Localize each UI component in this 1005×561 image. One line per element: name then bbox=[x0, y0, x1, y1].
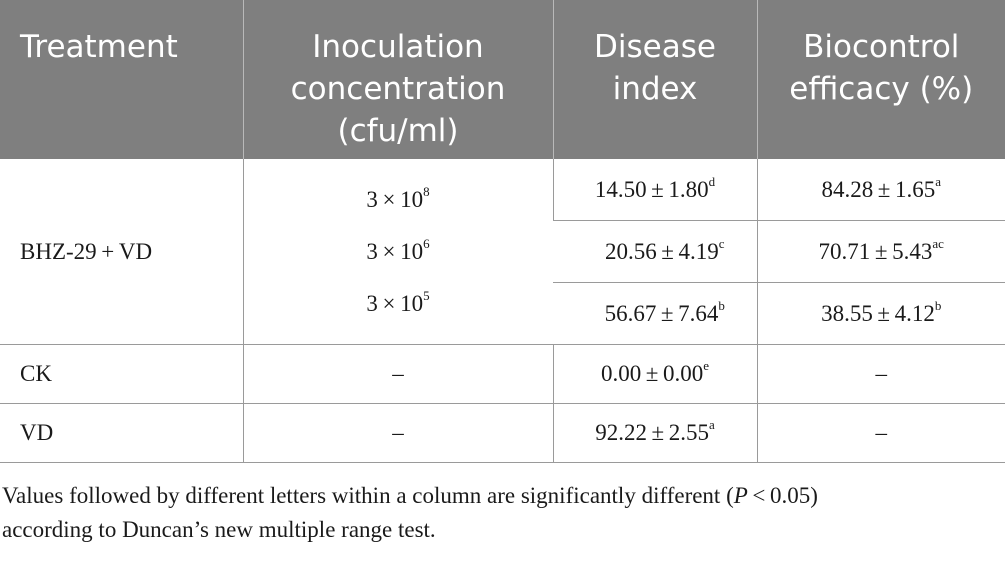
concentration-cell: – bbox=[242, 403, 553, 463]
table-row: 56.67 ± 7.64b 38.55 ± 4.12b bbox=[0, 282, 1005, 345]
efficacy-cell: 70.71 ± 5.43ac bbox=[756, 220, 1005, 283]
concentration-cell: – bbox=[242, 344, 553, 404]
table-row: VD – 92.22 ± 2.55a – bbox=[0, 403, 1005, 463]
results-table: Treatment Inoculation concentration (cfu… bbox=[0, 0, 1005, 463]
table-row: 20.56 ± 4.19c 70.71 ± 5.43ac bbox=[0, 220, 1005, 283]
efficacy-cell: – bbox=[756, 344, 1005, 404]
concentration-value: 3 × 106 bbox=[366, 235, 430, 264]
disease-index-cell: 56.67 ± 7.64b bbox=[553, 282, 757, 345]
concentration-cell: 3 × 108 3 × 106 3 × 105 bbox=[242, 159, 553, 345]
efficacy-cell: 38.55 ± 4.12b bbox=[756, 282, 1005, 345]
treatment-cell: VD bbox=[0, 403, 243, 463]
disease-index-cell: 92.22 ± 2.55a bbox=[552, 403, 757, 463]
table-row: CK – 0.00 ± 0.00e – bbox=[0, 344, 1005, 404]
concentration-value: 3 × 108 bbox=[366, 183, 430, 212]
header-disease-index: Disease index bbox=[552, 0, 757, 159]
concentration-value: 3 × 105 bbox=[366, 287, 430, 316]
disease-index-cell: 14.50 ± 1.80d bbox=[552, 159, 757, 221]
table-footnote: Values followed by different letters wit… bbox=[2, 483, 818, 542]
treatment-cell: CK bbox=[0, 344, 243, 404]
efficacy-cell: – bbox=[756, 403, 1005, 463]
header-row: Treatment Inoculation concentration (cfu… bbox=[0, 0, 1005, 159]
disease-index-cell: 20.56 ± 4.19c bbox=[553, 220, 757, 283]
header-inoculation-concentration: Inoculation concentration (cfu/ml) bbox=[242, 0, 553, 159]
efficacy-cell: 84.28 ± 1.65a bbox=[756, 159, 1005, 221]
disease-index-cell: 0.00 ± 0.00e bbox=[552, 344, 757, 404]
header-treatment: Treatment bbox=[0, 0, 243, 159]
table-row: BHZ-29 + VD 3 × 108 3 × 106 3 × 105 14.5… bbox=[0, 159, 1005, 345]
header-biocontrol-efficacy: Biocontrol efficacy (%) bbox=[756, 0, 1005, 159]
treatment-cell: BHZ-29 + VD bbox=[0, 159, 243, 345]
